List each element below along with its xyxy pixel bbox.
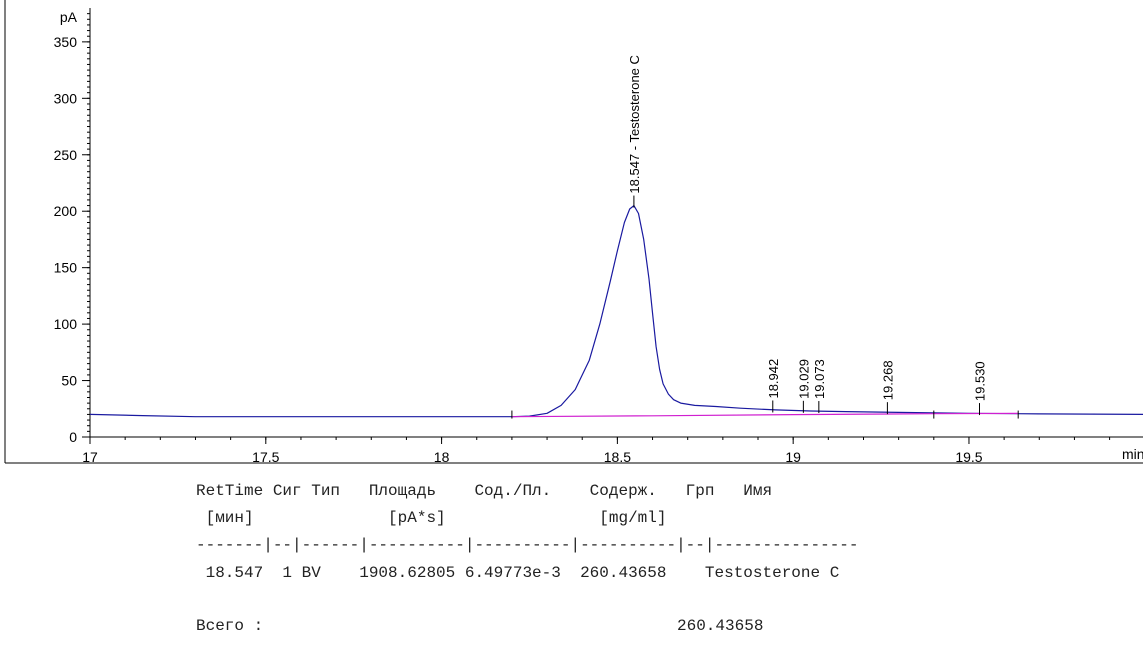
x-tick-label: 18 — [434, 449, 450, 465]
report-result-row: 18.547 1 BV 1908.62805 6.49773e-3 260.43… — [196, 564, 840, 582]
y-tick-label: 50 — [61, 373, 77, 389]
x-axis-label: min — [1122, 446, 1143, 462]
x-tick-label: 17 — [82, 449, 98, 465]
y-tick-label: 150 — [54, 260, 78, 276]
peak-label: 19.268 — [880, 360, 895, 400]
x-tick-label: 17.5 — [252, 449, 279, 465]
series-layer — [89, 205, 1143, 419]
report-total-label: Всего : — [196, 617, 264, 635]
baseline-trace — [511, 412, 1019, 418]
peak-label: 18.942 — [766, 359, 781, 399]
report-separator: -------|--|------|----------|----------|… — [196, 536, 859, 554]
signal-trace — [89, 205, 1143, 418]
report-units-row: [мин] [pA*s] [mg/ml] — [196, 509, 667, 527]
y-tick-label: 100 — [54, 316, 78, 332]
y-tick-label: 250 — [54, 147, 78, 163]
y-tick-label: 0 — [69, 429, 77, 445]
peak-label: 19.530 — [972, 361, 987, 401]
x-tick-label: 19.5 — [955, 449, 982, 465]
y-tick-label: 350 — [54, 34, 78, 50]
x-tick-label: 18.5 — [604, 449, 631, 465]
y-tick-label: 200 — [54, 203, 78, 219]
chromatogram-chart: 0 50 100 150 200 250 300 350 pA 17 17.5 18 18.5 19 19… — [4, 0, 1143, 465]
peak-labels: 18.547 - Testosterone C 18.942 19.029 19.07… — [627, 55, 987, 416]
peak-label: 19.029 — [796, 359, 811, 399]
peak-label: 19.073 — [812, 359, 827, 399]
x-tick-label: 19 — [785, 449, 801, 465]
plot-frame — [4, 0, 1143, 464]
report-total-value: 260.43658 — [677, 617, 764, 635]
results-report: RetTime Сиг Тип Площадь Сод./Пл. Содерж.… — [0, 470, 1143, 656]
y-tick-label: 300 — [54, 90, 78, 106]
y-axis-label: pA — [60, 9, 78, 25]
main-peak-label: 18.547 - Testosterone C — [627, 55, 642, 194]
x-axis: 17 17.5 18 18.5 19 19.5 min — [82, 436, 1143, 465]
y-axis: 0 50 100 150 200 250 300 350 pA — [54, 8, 91, 445]
report-header-row: RetTime Сиг Тип Площадь Сод./Пл. Содерж.… — [196, 482, 773, 500]
